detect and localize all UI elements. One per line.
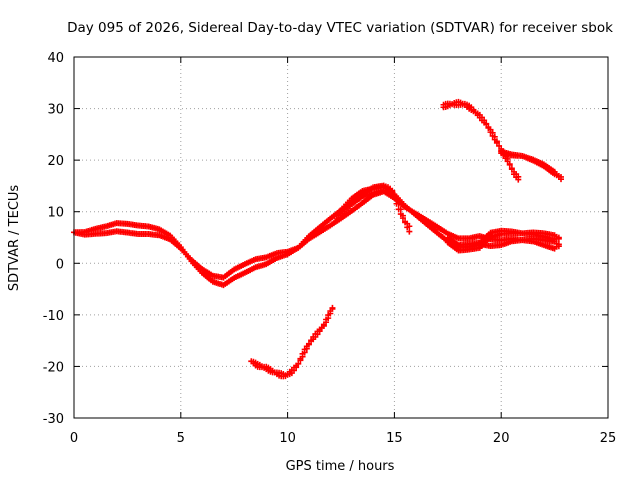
y-tick-label: 30 <box>47 103 64 118</box>
grid <box>74 57 608 418</box>
y-tick-label: -30 <box>43 412 64 427</box>
y-tick-label: -10 <box>43 309 64 324</box>
x-tick-label: 5 <box>177 431 185 446</box>
axis-ticks: 0 5 10 15 20 25 -30 -20 -10 0 10 20 30 40 <box>43 51 617 446</box>
series-markers <box>498 148 565 183</box>
plot-frame <box>73 56 609 419</box>
series-evening-tail <box>498 148 565 183</box>
x-axis-label: GPS time / hours <box>286 459 395 474</box>
x-tick-label: 10 <box>279 431 296 446</box>
series-markers <box>444 227 562 254</box>
series-lower-band <box>444 227 562 254</box>
series-secondary-band <box>333 183 413 235</box>
y-tick-label: -20 <box>43 360 64 375</box>
x-tick-label: 0 <box>70 431 78 446</box>
chart-title: Day 095 of 2026, Sidereal Day-to-day VTE… <box>67 20 613 36</box>
y-tick-label: 40 <box>47 51 64 66</box>
y-tick-label: 20 <box>47 154 64 169</box>
x-tick-label: 25 <box>600 431 617 446</box>
x-tick-label: 20 <box>493 431 510 446</box>
series-morning-dip <box>248 304 336 380</box>
y-tick-label: 0 <box>56 257 64 272</box>
series-markers <box>440 98 522 183</box>
y-axis-label: SDTVAR / TECUs <box>7 185 22 292</box>
series-markers <box>333 183 413 235</box>
data-series <box>71 98 565 380</box>
series-markers <box>248 304 336 380</box>
x-tick-label: 15 <box>386 431 403 446</box>
series-evening-arc <box>440 98 522 183</box>
y-tick-label: 10 <box>47 206 64 221</box>
